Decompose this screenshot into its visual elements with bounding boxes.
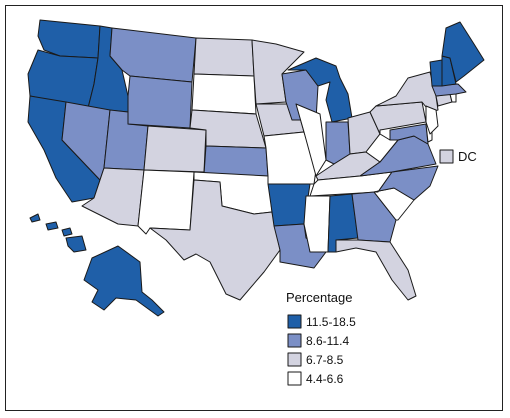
- state-GA: [351, 191, 397, 243]
- dc-swatch: [439, 149, 454, 164]
- state-AR: [267, 183, 311, 227]
- legend-swatch-2: [287, 352, 302, 367]
- state-CO: [143, 125, 207, 173]
- state-ME: [441, 21, 485, 83]
- legend-swatch-1: [287, 333, 302, 348]
- legend-label-3: 4.4-6.6: [306, 372, 344, 386]
- state-AK: [83, 245, 165, 317]
- state-TX: [149, 179, 281, 301]
- state-HI: [29, 213, 87, 253]
- legend: Percentage 11.5-18.5 8.6-11.4 6.7-8.5 4.…: [286, 290, 356, 386]
- state-NM: [137, 169, 195, 235]
- map-frame: [5, 5, 503, 411]
- legend-swatch-3: [287, 371, 302, 386]
- state-NJ: [425, 105, 439, 135]
- legend-label-0: 11.5-18.5: [306, 315, 356, 329]
- state-MS: [303, 195, 331, 253]
- legend-swatch-0: [287, 314, 302, 329]
- state-VT: [429, 59, 443, 87]
- state-MI: [287, 57, 353, 123]
- state-FL: [335, 239, 417, 301]
- dc-label: DC: [458, 149, 477, 164]
- legend-title: Percentage: [286, 290, 353, 305]
- legend-label-1: 8.6-11.4: [306, 334, 349, 348]
- state-KS: [203, 145, 269, 177]
- state-WY: [127, 75, 193, 129]
- state-SD: [191, 73, 257, 115]
- legend-label-2: 6.7-8.5: [306, 353, 344, 367]
- state-ND: [193, 37, 255, 77]
- state-IL: [295, 103, 327, 177]
